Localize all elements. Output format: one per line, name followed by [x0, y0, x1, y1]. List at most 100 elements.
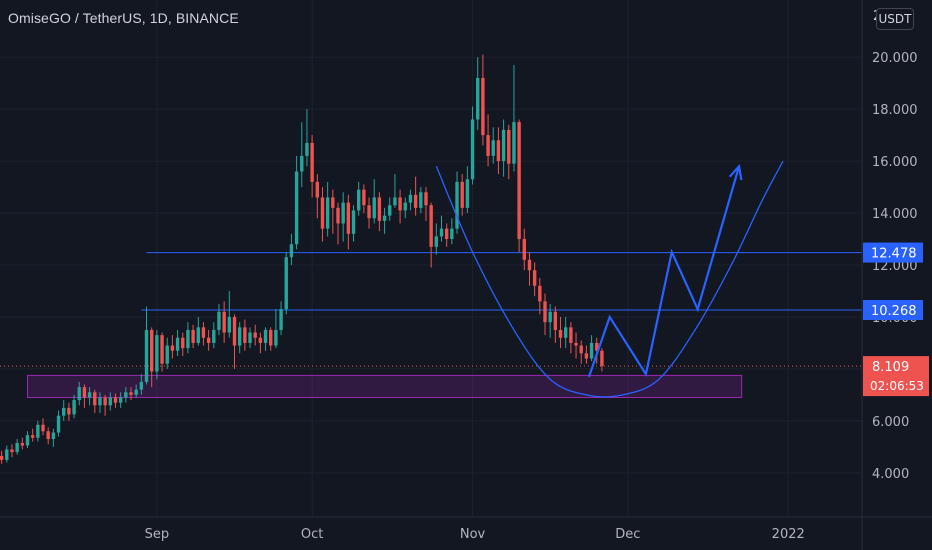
price-tick-label: 18.000 — [872, 103, 918, 118]
candle-body — [481, 77, 485, 136]
candle-body — [346, 202, 351, 234]
candle-body — [155, 335, 159, 372]
candle-body — [103, 397, 107, 406]
candle-body — [403, 202, 407, 211]
candle-body — [501, 129, 506, 162]
candle-body — [30, 435, 35, 438]
candle-body — [274, 329, 278, 346]
candle-body — [367, 205, 371, 219]
candle-body — [118, 397, 123, 403]
candle-body — [98, 397, 102, 406]
candle-body — [124, 392, 128, 398]
level-tag — [863, 299, 923, 320]
candle-body — [201, 327, 206, 338]
candle-body — [336, 207, 340, 224]
candle-body — [589, 342, 594, 359]
candle-body — [382, 215, 387, 221]
candle-body — [512, 122, 516, 164]
price-tick-label: 12.000 — [872, 259, 918, 274]
candle-body — [574, 342, 578, 346]
candle-body — [222, 311, 226, 333]
candle-body — [15, 442, 19, 453]
level-tag-label: 12.478 — [871, 247, 917, 262]
time-tick-label: Sep — [145, 527, 170, 542]
candle-body — [429, 205, 433, 247]
price-tick-label: 20.000 — [872, 51, 918, 66]
candle-body — [579, 345, 583, 354]
candle-body — [160, 335, 164, 364]
candle-body — [444, 228, 449, 240]
candle-body — [491, 140, 495, 156]
candle-body — [413, 194, 418, 208]
candle-body — [67, 407, 71, 415]
time-tick-label: Nov — [460, 527, 486, 542]
price-tick-label: 16.000 — [872, 155, 918, 170]
bar-countdown: 02:06:53 — [870, 379, 924, 393]
candle-body — [243, 327, 247, 343]
candle-body — [408, 194, 413, 203]
currency-button[interactable]: USDT — [876, 8, 914, 30]
candle-body — [553, 311, 558, 330]
candle-body — [325, 197, 330, 229]
candle-body — [144, 329, 149, 382]
candle-body — [77, 387, 81, 401]
candle-body — [0, 455, 4, 460]
candle-body — [507, 129, 511, 164]
candle-body — [388, 205, 392, 216]
symbol-title[interactable]: OmiseGO / TetherUS, 1D, BINANCE — [8, 10, 239, 26]
candle-body — [476, 77, 480, 120]
candle-body — [486, 135, 490, 156]
candle-body — [129, 392, 133, 395]
candle-body — [294, 171, 299, 245]
time-tick-label: Dec — [615, 527, 640, 542]
time-tick-label: 2022 — [772, 527, 805, 542]
candle-body — [320, 197, 325, 229]
candle-body — [36, 424, 40, 438]
price-tick-label: 6.000 — [872, 415, 909, 430]
candle-body — [300, 155, 304, 172]
price-tick-label: 4.000 — [872, 467, 909, 482]
candle-body — [351, 210, 356, 234]
time-tick-label: Oct — [301, 527, 323, 542]
candle-body — [305, 142, 309, 156]
projection-path[interactable] — [587, 165, 741, 378]
candle-body — [439, 228, 444, 237]
current-price-value: 8.109 — [872, 360, 909, 375]
candle-body — [465, 179, 470, 208]
candle-body — [310, 142, 314, 182]
candle-body — [341, 202, 345, 224]
candle-body — [584, 353, 589, 359]
time-axis[interactable]: Sep Oct Nov Dec 2022 — [145, 527, 805, 542]
candle-body — [206, 337, 211, 343]
candle-body — [600, 350, 604, 367]
candle-body — [263, 329, 268, 343]
candle-body — [269, 329, 273, 346]
candle-body — [41, 424, 45, 432]
candle-body — [232, 316, 237, 346]
candle-body — [82, 387, 87, 398]
support-zone[interactable] — [27, 374, 743, 398]
projection-arrowhead — [728, 163, 743, 181]
candle-body — [279, 309, 283, 330]
drawings[interactable] — [435, 160, 784, 398]
current-price-tag — [863, 356, 929, 397]
price-tick-label: 14.000 — [872, 207, 918, 222]
support-zone-rect[interactable] — [27, 374, 743, 398]
cup-arc[interactable] — [435, 160, 784, 398]
candle-body — [558, 329, 563, 338]
candle-body — [5, 449, 9, 460]
candle-body — [134, 389, 138, 395]
candle-body — [393, 197, 397, 206]
candle-body — [72, 400, 76, 415]
price-tags: 8.109 02:06:53 12.478 10.268 — [863, 242, 929, 397]
candle-body — [62, 407, 66, 416]
candle-body — [517, 122, 521, 240]
level-tag — [863, 242, 923, 263]
candle-body — [170, 345, 175, 351]
candle-body — [595, 342, 599, 351]
candle-body — [217, 311, 221, 330]
level-tag-label: 10.268 — [871, 304, 917, 319]
candle-body — [20, 442, 25, 446]
